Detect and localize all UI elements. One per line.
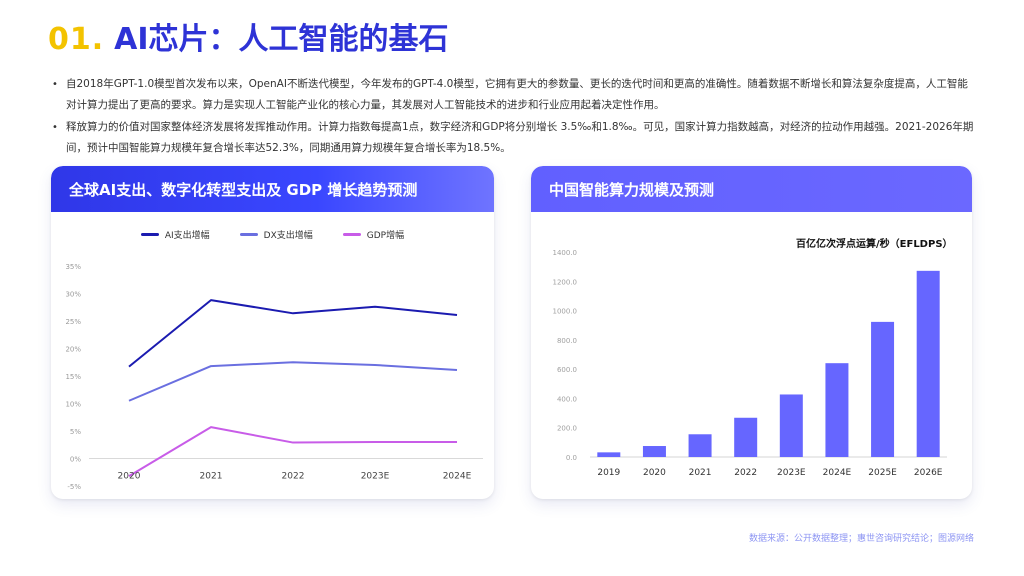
y-tick-label: 20% bbox=[65, 346, 81, 354]
legend-item: DX支出增幅 bbox=[239, 228, 313, 241]
y-tick-label: 15% bbox=[65, 373, 81, 381]
x-tick-label: 2022 bbox=[734, 468, 757, 478]
card-title: 全球AI支出、数字化转型支出及 GDP 增长趋势预测 bbox=[51, 166, 494, 212]
y-tick-label: 400.0 bbox=[557, 395, 577, 403]
unit-label: 百亿亿次浮点运算/秒（EFLDPS） bbox=[796, 239, 953, 250]
x-tick-label: 2024E bbox=[823, 468, 852, 478]
bullet-item: 释放算力的价值对国家整体经济发展将发挥推动作用。计算力指数每提高1点，数字经济和… bbox=[52, 117, 974, 159]
y-tick-label: -5% bbox=[67, 483, 81, 491]
x-tick-label: 2020 bbox=[643, 468, 666, 478]
chart-legend: AI支出增幅 DX支出增幅 GDP增幅 bbox=[51, 228, 494, 241]
chart-area: 百亿亿次浮点运算/秒（EFLDPS） 0.0 200.0 400.0 600.0 800… bbox=[531, 212, 972, 499]
title-number: 01. bbox=[48, 22, 105, 57]
bar bbox=[642, 446, 666, 457]
series-line bbox=[128, 299, 458, 368]
china-compute-chart-card: 中国智能算力规模及预测 百亿亿次浮点运算/秒（EFLDPS） 0.0 200.0 4… bbox=[531, 166, 972, 499]
bullet-list: 自2018年GPT-1.0模型首次发布以来，OpenAI不断迭代模型，今年发布的… bbox=[52, 74, 974, 159]
bar bbox=[734, 417, 758, 457]
bar bbox=[916, 270, 940, 457]
y-tick-label: 800.0 bbox=[557, 337, 577, 345]
legend-label: DX支出增幅 bbox=[263, 231, 313, 241]
source-note: 数据来源：公开数据整理；惠世咨询研究结论；图源网络 bbox=[748, 534, 974, 544]
bar bbox=[825, 363, 849, 457]
y-tick-label: 35% bbox=[65, 263, 81, 271]
x-tick-label: 2024E bbox=[443, 472, 472, 482]
bar-chart: 0.0 200.0 400.0 600.0 800.0 1000.0 1200.0 1400.… bbox=[553, 249, 947, 478]
x-tick-label: 2023E bbox=[777, 468, 806, 478]
y-tick-label: 200.0 bbox=[557, 425, 577, 433]
x-tick-label: 2026E bbox=[914, 468, 943, 478]
legend-item: AI支出增幅 bbox=[140, 228, 210, 241]
y-tick-label: 10% bbox=[65, 401, 81, 409]
series-line bbox=[128, 361, 458, 402]
bar bbox=[597, 452, 621, 457]
y-tick-label: 600.0 bbox=[557, 366, 577, 374]
y-tick-label: 1400.0 bbox=[553, 249, 578, 257]
global-spend-chart-card: 全球AI支出、数字化转型支出及 GDP 增长趋势预测 AI支出增幅 DX支出增幅… bbox=[51, 166, 494, 499]
legend-swatch-ai bbox=[140, 233, 159, 236]
y-tick-label: 0.0 bbox=[566, 454, 577, 462]
series-line bbox=[128, 426, 457, 477]
page-title: 01. AI芯片：人工智能的基石 bbox=[48, 14, 449, 57]
bar bbox=[871, 321, 895, 457]
bar bbox=[779, 394, 803, 457]
x-tick-label: 2023E bbox=[361, 472, 390, 482]
legend-label: GDP增幅 bbox=[366, 231, 405, 241]
legend-swatch-gdp bbox=[342, 233, 361, 236]
x-tick-label: 2019 bbox=[597, 468, 620, 478]
legend-label: AI支出增幅 bbox=[164, 231, 210, 241]
y-tick-label: 1000.0 bbox=[553, 308, 578, 316]
x-tick-label: 2025E bbox=[868, 468, 897, 478]
chart-area: AI支出增幅 DX支出增幅 GDP增幅 -5% 0% 5% 10% 15% 20% 25% 3… bbox=[51, 212, 494, 499]
y-tick-label: 25% bbox=[65, 318, 81, 326]
bar bbox=[688, 434, 712, 457]
card-title: 中国智能算力规模及预测 bbox=[531, 166, 972, 212]
x-tick-label: 2022 bbox=[282, 472, 305, 482]
legend-swatch-dx bbox=[239, 233, 258, 236]
y-tick-label: 30% bbox=[65, 291, 81, 299]
y-tick-label: 5% bbox=[70, 428, 81, 436]
line-chart: -5% 0% 5% 10% 15% 20% 25% 30% 35% 2020 2021 2022 202… bbox=[65, 263, 483, 491]
x-tick-label: 2021 bbox=[200, 472, 223, 482]
bullet-item: 自2018年GPT-1.0模型首次发布以来，OpenAI不断迭代模型，今年发布的… bbox=[52, 74, 974, 116]
x-tick-label: 2020 bbox=[118, 472, 141, 482]
y-tick-label: 1200.0 bbox=[553, 278, 578, 286]
y-tick-label: 0% bbox=[70, 456, 81, 464]
title-text: AI芯片：人工智能的基石 bbox=[114, 22, 449, 57]
legend-item: GDP增幅 bbox=[342, 228, 405, 241]
x-tick-label: 2021 bbox=[689, 468, 712, 478]
